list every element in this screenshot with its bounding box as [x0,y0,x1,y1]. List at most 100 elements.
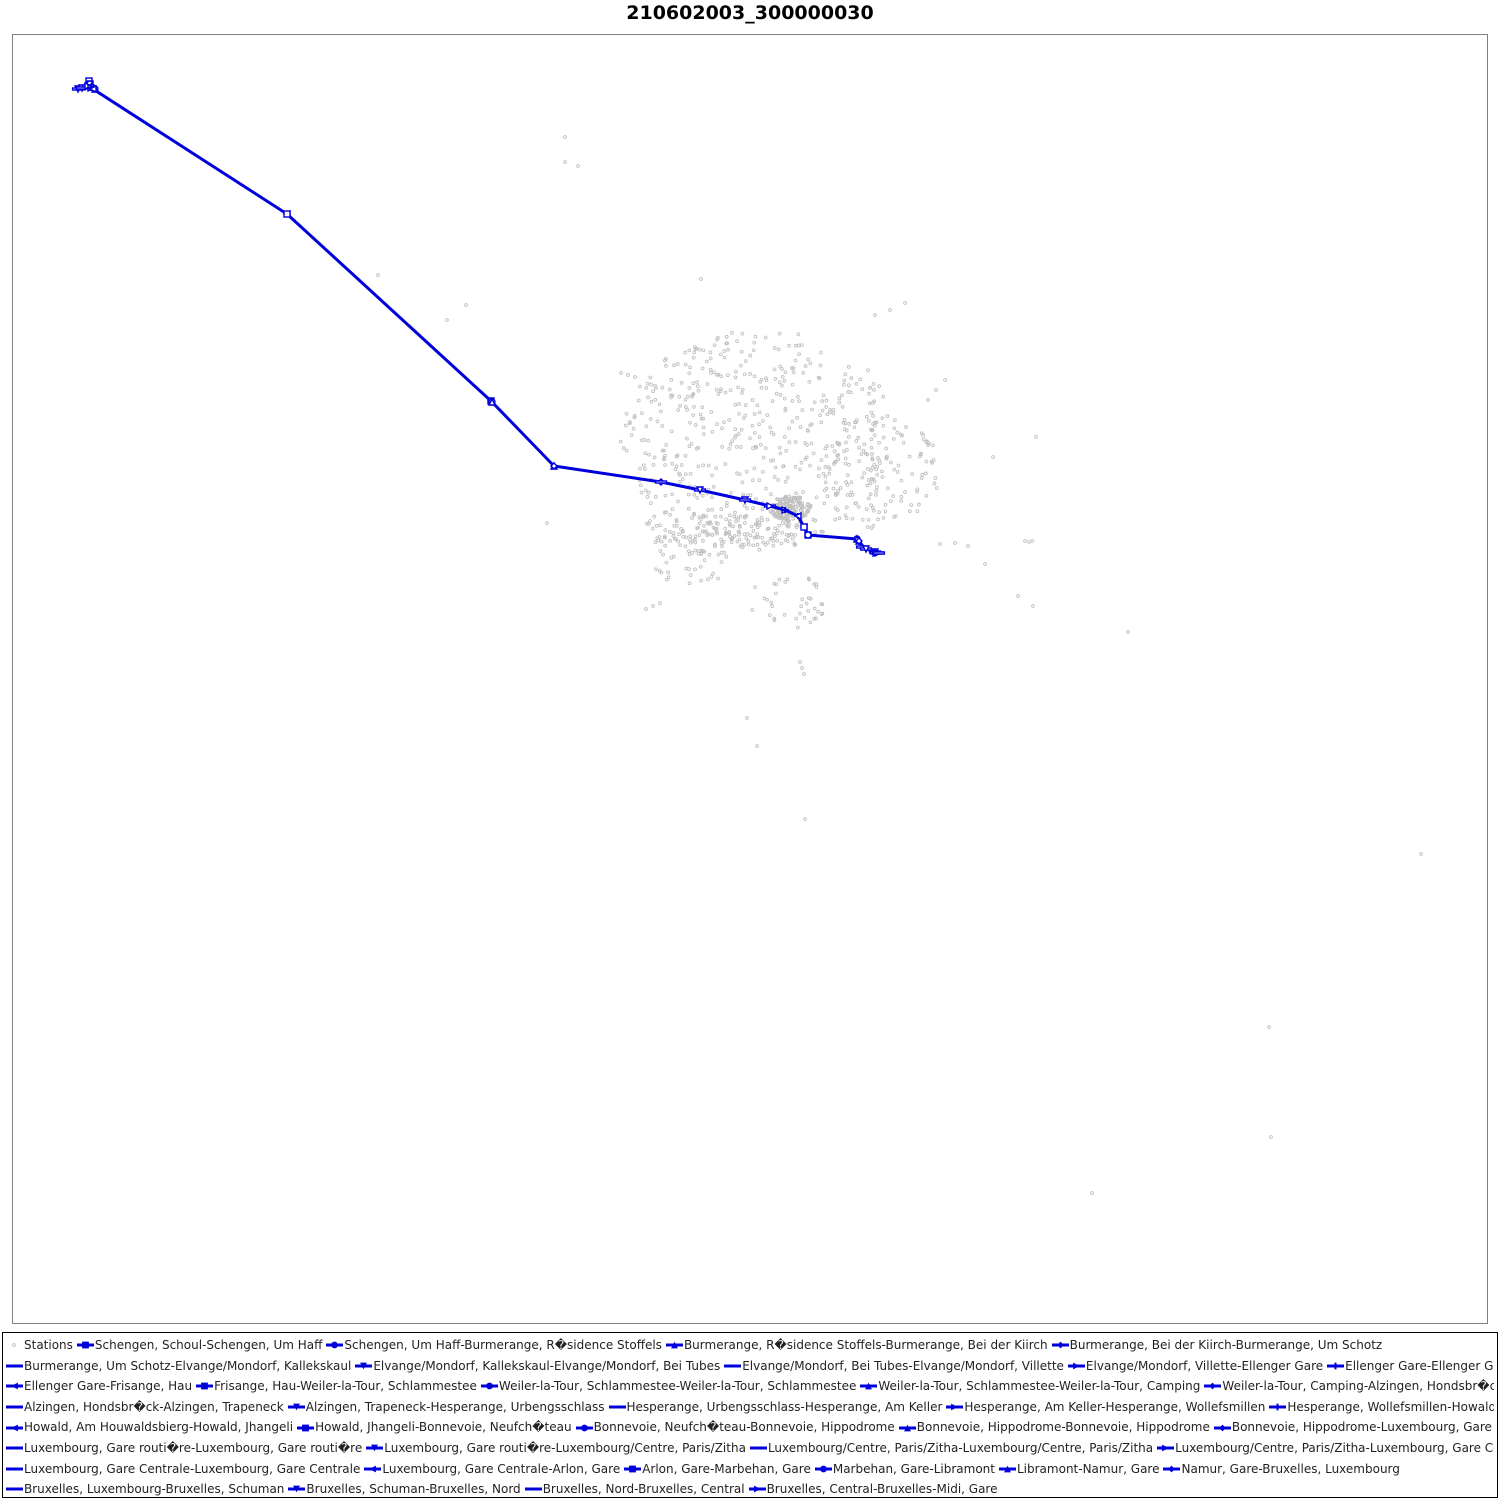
station-point [686,549,691,554]
legend-item: Bruxelles, Schuman-Bruxelles, Nord [288,1479,521,1500]
station-point [745,506,749,511]
station-point [835,440,839,445]
station-point [830,444,835,448]
station-point [674,454,679,459]
station-point [670,507,675,511]
station-point [782,396,787,401]
legend-label: Marbehan, Gare-Libramont [832,1461,995,1476]
station-point [888,308,892,312]
legend-label: Alzingen, Hondsbr�ck-Alzingen, Trapeneck [24,1399,284,1414]
legend-marker [1073,1362,1080,1370]
station-point [772,618,777,623]
station-point [865,483,870,488]
station-point [705,520,710,525]
station-point [876,517,880,522]
station-point [650,526,655,531]
station-point [775,528,780,533]
legend-swatch [665,1339,683,1351]
legend-label: Hesperange, Am Keller-Hesperange, Wollef… [964,1399,1266,1414]
station-point [670,393,675,398]
station-point [576,164,580,168]
station-point [835,508,840,512]
plot-area[interactable] [12,34,1488,1324]
legend-swatch [6,1463,23,1475]
station-point [780,530,784,535]
station-point [892,418,897,423]
legend-label: Weiler-la-Tour, Camping-Alzingen, Hondsb… [1222,1379,1494,1394]
station-point [738,514,743,519]
station-point [799,460,804,465]
legend-label: Bruxelles, Luxembourg-Bruxelles, Schuman [24,1482,285,1497]
station-point [819,350,823,355]
station-point [664,577,669,582]
station-point [563,160,567,164]
legend-marker [302,1424,309,1432]
station-point [716,576,720,581]
legend-item: Howald, Jhangeli-Bonnevoie, Neufch�teau [297,1417,572,1438]
station-point [678,543,682,548]
station-point [742,521,747,525]
station-point [692,405,696,409]
legend-label: Ellenger Gare-Frisange, Hau [24,1379,193,1394]
station-point [784,502,789,507]
station-point [737,401,741,406]
station-point [739,363,743,368]
station-point [842,427,847,432]
station-point [653,397,658,402]
station-point [734,444,739,449]
station-point [814,582,819,587]
station-point [885,414,890,418]
station-point [699,277,703,281]
station-point [785,577,790,582]
station-point [716,522,720,526]
legend-swatch [326,1339,344,1351]
legend-item: Schengen, Schoul-Schengen, Um Haff [76,1335,322,1356]
station-point [709,370,713,375]
station-point [732,534,737,538]
station-point [806,502,810,506]
station-point [991,455,995,459]
station-point [857,445,862,450]
station-point [849,480,854,485]
station-point [819,458,824,462]
station-point [919,451,923,456]
station-point [687,581,692,586]
station-point [869,427,873,432]
station-point [724,517,728,522]
station-point [730,439,734,443]
legend-label: Bonnevoie, Hippodrome-Luxembourg, Gare r… [1231,1420,1494,1435]
station-point [724,504,729,508]
station-point [755,525,760,530]
station-point [673,467,678,472]
station-point [757,422,761,427]
station-point [659,570,664,575]
station-point [661,552,665,557]
station-point [953,541,957,545]
station-point [797,352,801,357]
station-point [869,410,874,415]
station-point [722,355,727,360]
station-point [748,436,752,441]
station-point [704,529,708,534]
legend-swatch [998,1463,1016,1475]
legend-marker [8,1406,21,1409]
station-point [865,452,870,457]
station-point [785,512,789,517]
station-point [794,523,799,528]
legend-label: Arlon, Gare-Marbehan, Gare [642,1461,811,1476]
station-point [771,432,776,437]
station-point [812,400,817,405]
station-point [817,466,821,471]
station-point [825,494,830,499]
station-point [1031,604,1035,608]
station-point [842,449,847,454]
legend-swatch [575,1422,593,1434]
station-point [854,501,858,505]
station-point [755,744,759,748]
station-point [753,585,757,590]
station-point [715,373,719,377]
station-point [664,443,668,447]
station-point [798,611,802,616]
station-point [846,383,851,388]
legend-item: Weiler-la-Tour, Camping-Alzingen, Hondsb… [1204,1376,1494,1397]
